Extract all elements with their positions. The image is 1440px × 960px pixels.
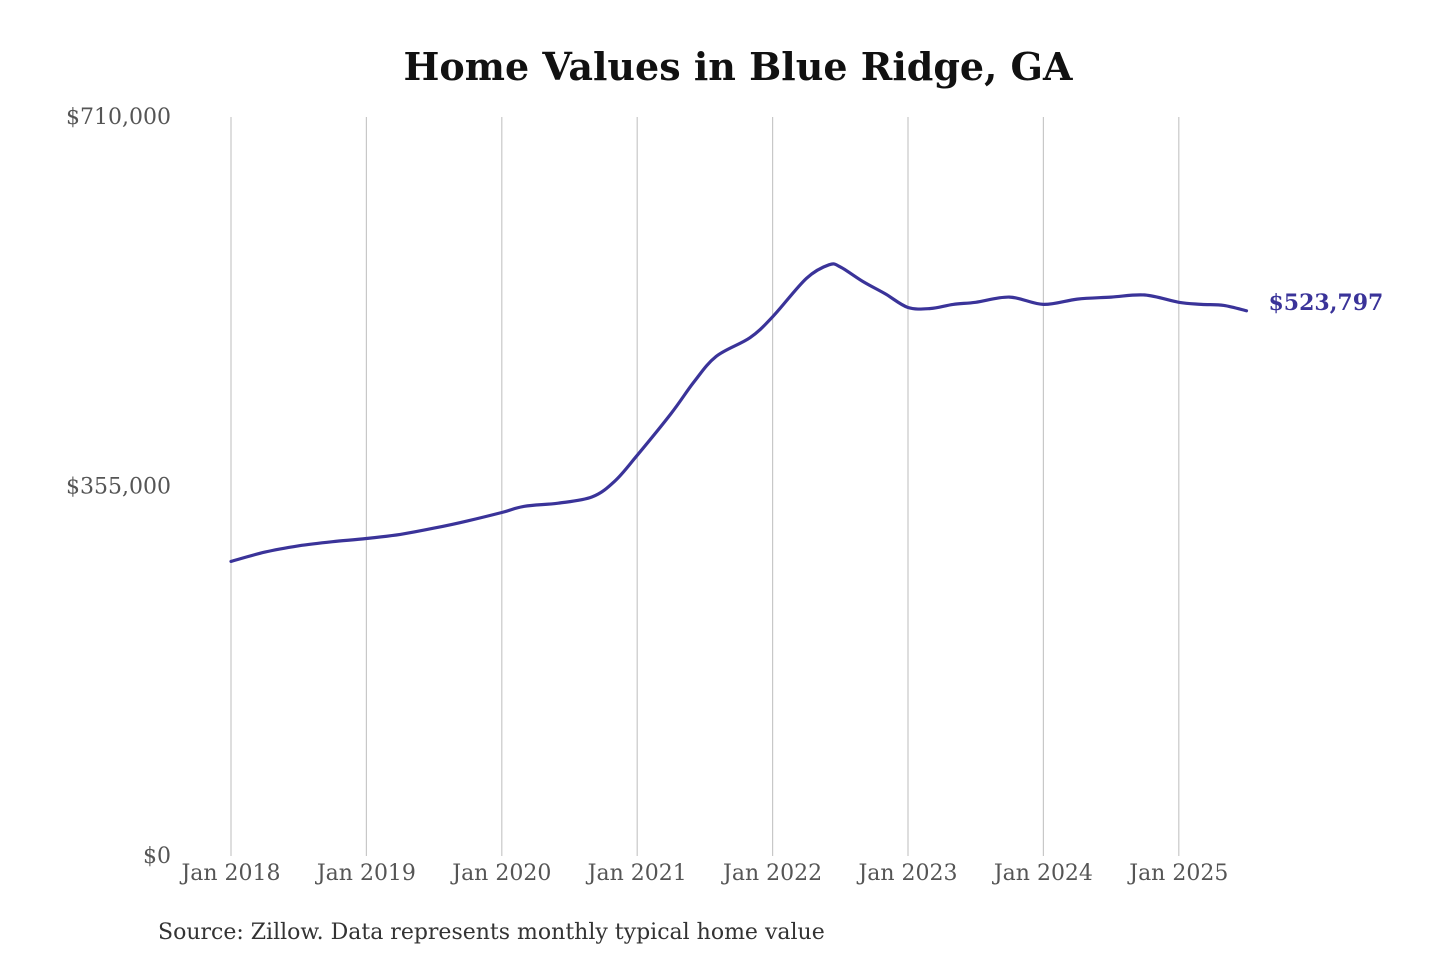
x-tick-label: Jan 2020	[450, 861, 551, 886]
series-layer: $523,797	[229, 262, 1384, 563]
x-tick-label: Jan 2018	[179, 861, 280, 886]
chart-title: Home Values in Blue Ridge, GA	[404, 44, 1073, 89]
end-value-label: $523,797	[1269, 290, 1384, 316]
x-tick-label: Jan 2024	[992, 861, 1093, 886]
series-line	[229, 262, 1249, 563]
source-note: Source: Zillow. Data represents monthly …	[158, 920, 825, 945]
y-axis-ticks: $0 $355,000 $710,000	[66, 105, 171, 869]
x-tick-label: Jan 2021	[586, 861, 687, 886]
x-tick-label: Jan 2022	[721, 861, 822, 886]
y-tick-label: $0	[143, 844, 171, 869]
x-tick-label: Jan 2019	[315, 861, 416, 886]
y-tick-label: $710,000	[66, 105, 171, 130]
y-tick-label: $355,000	[66, 475, 171, 500]
x-tick-label: Jan 2025	[1127, 861, 1228, 886]
x-axis-ticks: Jan 2018 Jan 2019 Jan 2020 Jan 2021 Jan 2022…	[179, 861, 1228, 886]
gridlines	[230, 117, 1180, 856]
x-tick-label: Jan 2023	[856, 861, 957, 886]
